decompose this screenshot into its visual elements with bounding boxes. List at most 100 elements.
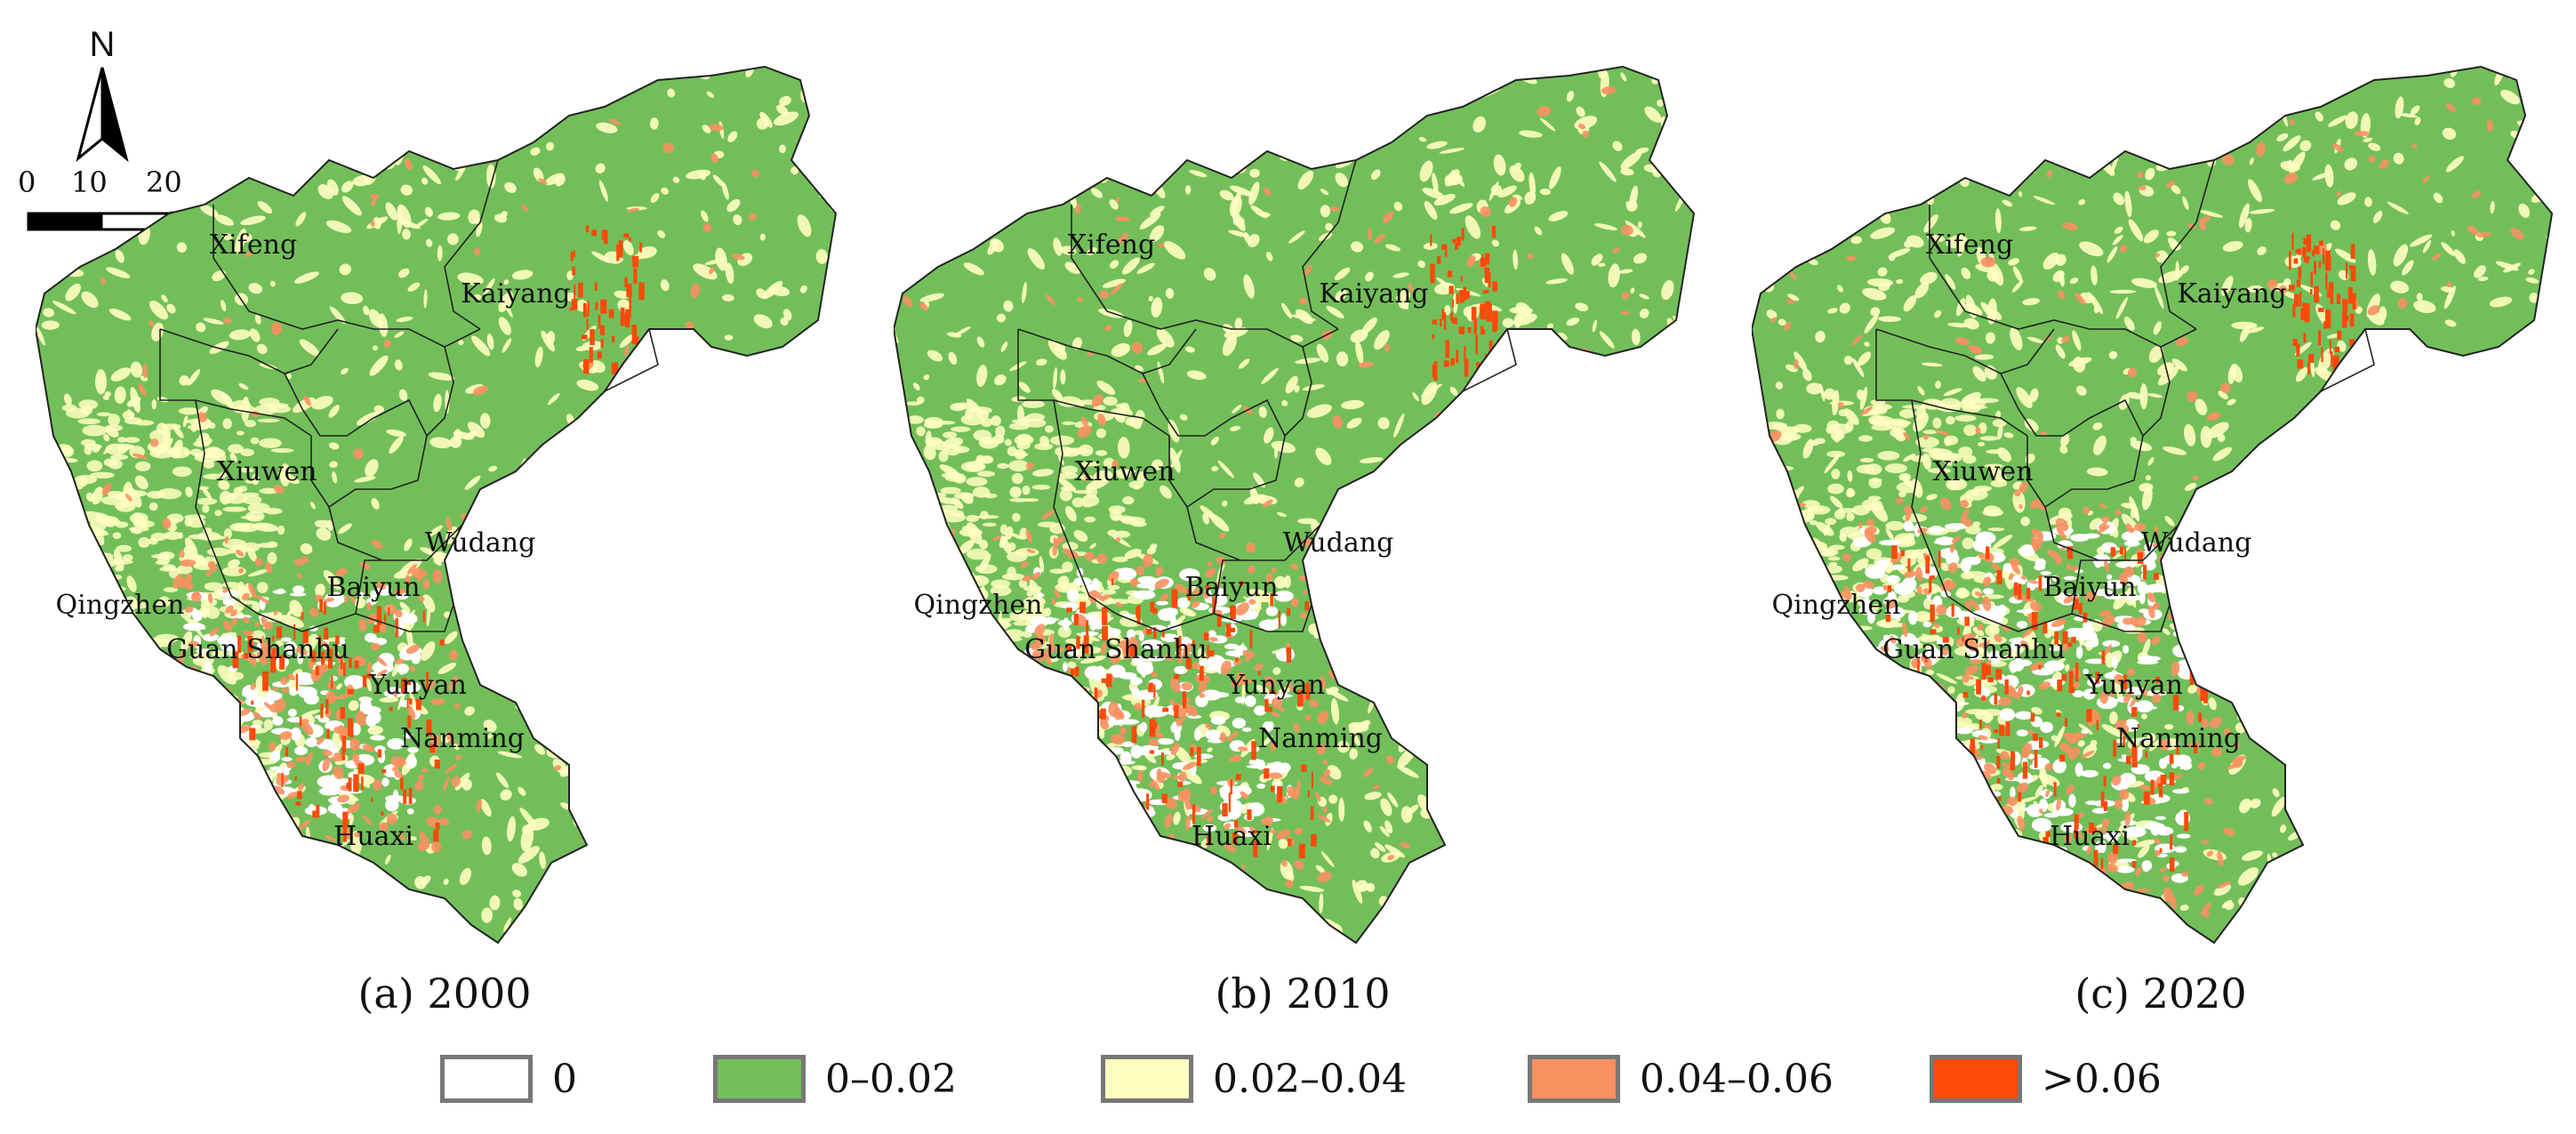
patch-low <box>1753 526 1762 533</box>
patch-low <box>2006 848 2017 860</box>
patch-low <box>114 503 126 509</box>
patch-low <box>2529 293 2539 303</box>
patch-low <box>640 760 652 770</box>
patch-zero <box>190 783 211 787</box>
patch-low <box>1472 84 1481 94</box>
patch-low <box>2367 249 2377 276</box>
patch-low <box>1827 308 1838 314</box>
patch-mid <box>1663 551 1675 562</box>
patch-low <box>1061 245 1077 255</box>
patch-low <box>1114 530 1131 538</box>
patch-low <box>2444 77 2456 88</box>
patch-low <box>2444 599 2452 607</box>
patch-low <box>1368 513 1376 522</box>
patch-low <box>2310 358 2315 378</box>
patch-low <box>1468 677 1479 685</box>
patch-mid <box>324 597 335 603</box>
patch-low <box>841 273 852 288</box>
patch-low <box>38 500 44 509</box>
patch-low <box>811 941 824 943</box>
patch-high <box>1171 589 1177 602</box>
patch-low <box>717 927 739 936</box>
patch-low <box>65 161 72 172</box>
patch-mid <box>376 581 386 591</box>
patch-low <box>2445 156 2464 173</box>
patch-low <box>257 418 280 423</box>
patch-low <box>974 170 982 179</box>
patch-low <box>2020 516 2030 527</box>
patch-zero <box>250 724 262 729</box>
patch-low <box>1945 274 1956 290</box>
patch-mid <box>156 804 165 812</box>
patch-low <box>275 639 284 647</box>
patch-low <box>2460 415 2480 432</box>
patch-low <box>1281 399 1288 406</box>
patch-low <box>368 125 381 138</box>
patch-low <box>476 615 482 623</box>
patch-low <box>1513 313 1537 326</box>
patch-low <box>1598 262 1606 267</box>
patch-low <box>200 699 211 709</box>
patch-low <box>1444 512 1461 524</box>
patch-low <box>2458 724 2468 741</box>
patch-low <box>482 110 502 129</box>
patch-zero <box>358 696 373 703</box>
patch-low <box>240 448 254 456</box>
patch-low <box>527 582 536 600</box>
patch-low <box>1819 796 1830 800</box>
patch-low <box>2286 906 2309 914</box>
patch-low <box>316 527 332 541</box>
patch-low <box>121 690 144 701</box>
patch-low <box>2402 260 2414 276</box>
patch-high <box>357 763 365 775</box>
patch-low <box>1011 708 1020 712</box>
patch-low <box>1645 67 1658 69</box>
patch-low <box>997 786 1013 794</box>
patch-low <box>108 657 133 666</box>
patch-low <box>2319 527 2331 535</box>
patch-low <box>1376 128 1385 137</box>
patch-low <box>151 67 164 82</box>
patch-mid <box>184 606 194 614</box>
patch-low <box>1562 669 1571 677</box>
patch-low <box>2022 298 2040 306</box>
patch-low <box>184 143 197 157</box>
patch-mid <box>627 207 639 213</box>
patch-low <box>1185 866 1194 876</box>
patch-low <box>213 781 231 794</box>
patch-low <box>1768 710 1785 722</box>
patch-low <box>838 640 851 653</box>
patch-low <box>672 176 680 183</box>
patch-low <box>914 230 922 245</box>
patch-low <box>2264 481 2277 494</box>
patch-low <box>87 550 96 562</box>
patch-low <box>1044 754 1057 768</box>
patch-zero <box>1051 774 1072 780</box>
patch-low <box>2109 711 2118 725</box>
patch-low <box>148 300 168 320</box>
patch-low <box>559 530 580 541</box>
patch-low <box>2321 726 2334 739</box>
patch-low <box>1903 454 1916 462</box>
patch-low <box>742 438 766 454</box>
patch-low <box>520 824 534 852</box>
patch-low <box>1023 596 1046 607</box>
patch-low <box>939 692 954 702</box>
patch-low <box>36 575 54 582</box>
patch-mid <box>1303 589 1307 595</box>
patch-low <box>1873 914 1882 922</box>
patch-mid <box>351 752 359 762</box>
patch-low <box>58 526 76 530</box>
patch-low <box>923 872 944 889</box>
patch-low <box>2200 425 2212 448</box>
patch-low <box>1904 240 1913 248</box>
patch-low <box>1632 554 1649 565</box>
patch-high <box>435 822 440 830</box>
patch-high <box>366 673 371 679</box>
patch-low <box>1440 466 1462 484</box>
patch-low <box>1514 740 1530 755</box>
patch-low <box>1831 468 1841 479</box>
patch-low <box>2163 628 2171 636</box>
patch-high <box>299 716 302 727</box>
patch-low <box>503 279 510 286</box>
